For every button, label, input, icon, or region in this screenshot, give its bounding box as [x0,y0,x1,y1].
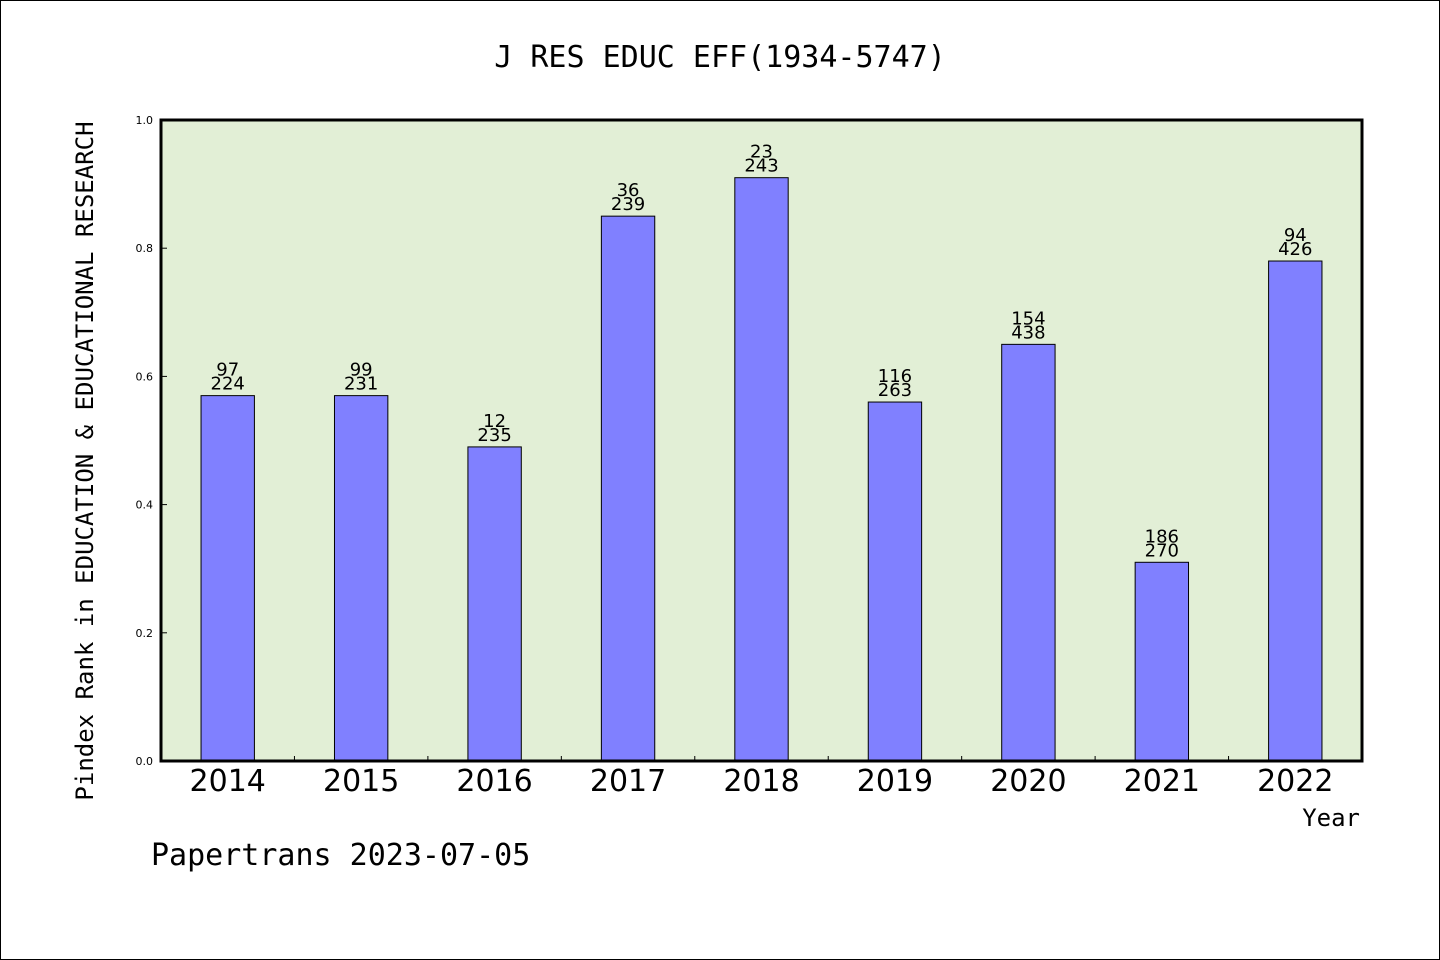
bar-rank-label: 23 [750,142,773,163]
footer-text: Papertrans 2023-07-05 [151,838,530,873]
y-axis-label: Pindex Rank in EDUCATION & EDUCATIONAL R… [71,121,99,800]
y-tick-label: 0.8 [136,242,154,255]
bar-total-label: 270 [1145,540,1179,561]
x-tick-label: 2020 [990,764,1066,799]
bar-rank-label: 116 [878,366,912,387]
bar [333,395,389,762]
bar-total-label: 243 [744,156,778,177]
bar-rank-label: 94 [1284,225,1307,246]
bar-total-label: 235 [477,425,511,446]
x-tick-label: 2016 [456,764,532,799]
bar-rank-label: 186 [1145,526,1179,547]
x-tick-label: 2017 [590,764,666,799]
bar [1134,561,1190,762]
y-tick-label: 0.6 [136,370,154,383]
y-tick-label: 1.0 [136,114,154,127]
x-tick-label: 2019 [857,764,933,799]
bar-total-label: 426 [1278,239,1312,260]
y-tick-label: 0.4 [136,499,154,512]
plot-border [159,118,1364,763]
bar-total-label: 239 [611,194,645,215]
bar [867,401,923,762]
y-tick-label: 0.0 [136,755,154,768]
bar [600,215,656,762]
x-tick-label: 2018 [723,764,799,799]
x-tick-label: 2014 [190,764,266,799]
bar-rank-label: 154 [1011,308,1045,329]
bar-rank-label: 12 [483,411,506,432]
bar [1268,260,1323,762]
x-axis-label: Year [1302,804,1360,832]
bar-total-label: 438 [1011,322,1045,343]
x-ticks: 2014 2015 2016 2017 2018 2019 2020 2021 2022 [190,756,1333,799]
chart-title: J RES EDUC EFF(1934-5747) [494,40,946,75]
bar-total-label: 224 [211,374,245,395]
bar [734,177,789,762]
x-tick-label: 2021 [1124,764,1200,799]
bar-total-label: 263 [878,380,912,401]
x-tick-label: 2022 [1257,764,1333,799]
bar [1001,343,1056,762]
bar [467,446,522,762]
bar-total-label: 231 [344,374,378,395]
x-tick-label: 2015 [323,764,399,799]
y-tick-label: 0.2 [136,627,154,640]
bars [200,177,1323,762]
bar-rank-label: 97 [216,360,239,381]
bar-rank-label: 36 [617,180,640,201]
y-ticks: 0.0 0.2 0.4 0.6 0.8 1.0 [136,114,167,768]
bar-rank-label: 99 [350,360,373,381]
bar [200,395,255,762]
